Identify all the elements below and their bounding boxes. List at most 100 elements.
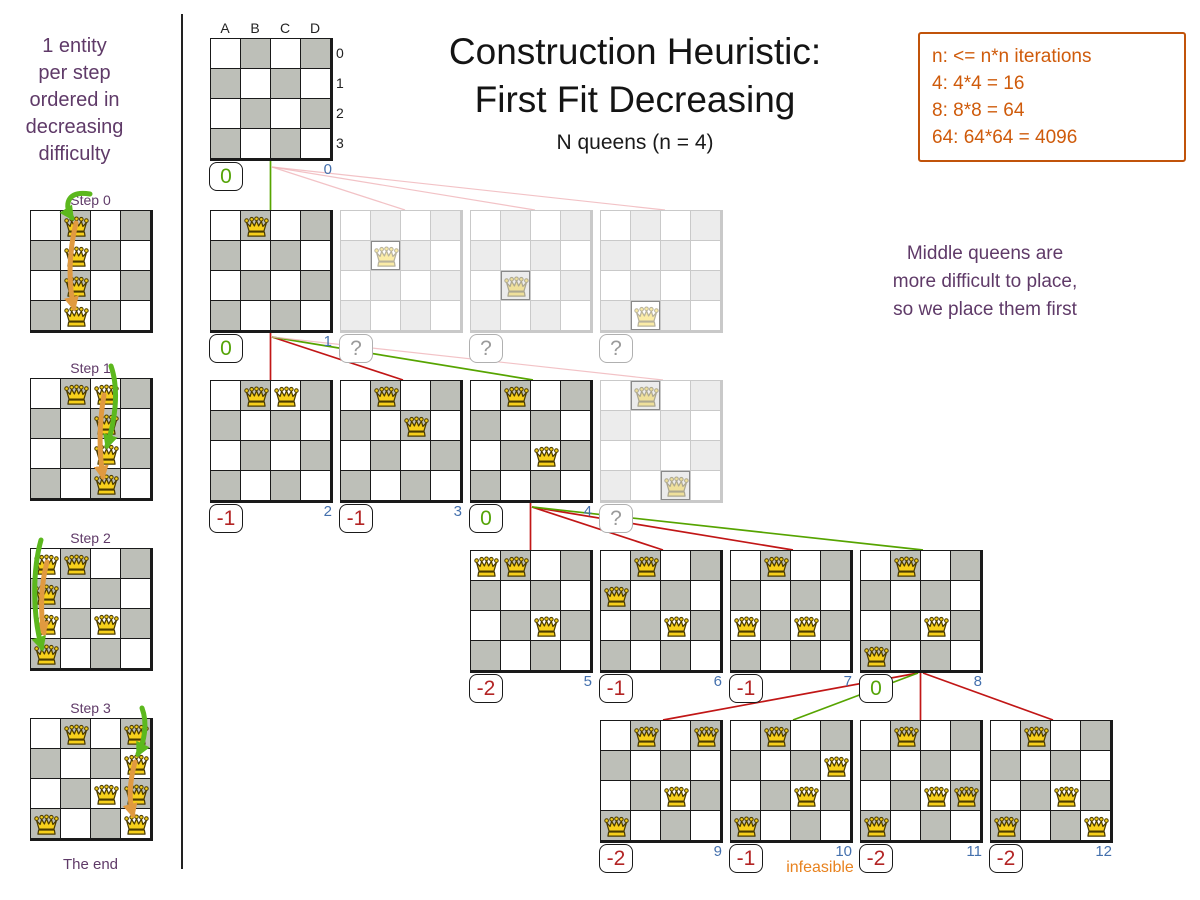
- board-cell: [731, 551, 760, 580]
- board-cell: [601, 751, 630, 780]
- board-cell: [891, 581, 920, 610]
- chess-board: ?: [599, 380, 723, 533]
- iteration-number: 1: [323, 333, 332, 350]
- queen-icon: [633, 305, 660, 329]
- board-cell: [301, 99, 330, 128]
- board-cell: [241, 471, 270, 500]
- board-cell: [691, 611, 720, 640]
- board-cell: [471, 441, 500, 470]
- note-line: more difficult to place,: [892, 271, 1078, 292]
- queen-icon: [533, 615, 560, 639]
- board-cell: [211, 69, 240, 98]
- step-label: Step 1: [70, 360, 111, 376]
- note-line: 8: 8*8 = 64: [932, 100, 1025, 121]
- board-cell: [211, 99, 240, 128]
- chess-board: -1 2: [209, 380, 333, 533]
- board-cell: [401, 381, 430, 410]
- row-label: 0: [336, 45, 344, 61]
- board-cell: [561, 441, 590, 470]
- board-cell: [431, 271, 460, 300]
- score-badge: 0: [859, 674, 893, 703]
- board-cell: [821, 781, 850, 810]
- board-cell: [601, 411, 630, 440]
- board-cells: [731, 551, 852, 672]
- intro-line: 1 entity: [42, 35, 107, 57]
- score-badge: -2: [599, 844, 633, 873]
- board-cell: [31, 469, 60, 498]
- board-cell: [471, 381, 500, 410]
- board-cells: [601, 721, 722, 842]
- board-cell: [341, 301, 370, 330]
- board-cell: [631, 441, 660, 470]
- board-cell: [371, 211, 400, 240]
- board-cell: [61, 639, 90, 668]
- board-cell: [1081, 781, 1110, 810]
- board-cell: [531, 641, 560, 670]
- board-cell: [631, 211, 660, 240]
- iterations-note-box: n: <= n*n iterations 4: 4*4 = 16 8: 8*8 …: [918, 32, 1186, 162]
- board-cell: [431, 471, 460, 500]
- board-cell: [891, 611, 920, 640]
- queen-icon: [633, 385, 660, 409]
- chess-board: ?: [599, 210, 723, 363]
- board-cells: [991, 721, 1112, 842]
- board-cell: [241, 99, 270, 128]
- queen-icon: [823, 755, 850, 779]
- board-cell: [471, 641, 500, 670]
- board-cell: [761, 781, 790, 810]
- board-cell: [601, 241, 630, 270]
- board-cell: [531, 211, 560, 240]
- queen-icon: [93, 783, 120, 807]
- iteration-number: 8: [973, 673, 982, 690]
- chess-board: [30, 210, 153, 333]
- board-cell: [761, 751, 790, 780]
- board-cell: [431, 241, 460, 270]
- note-line: Middle queens are: [906, 243, 1064, 264]
- board-cell: [31, 719, 60, 748]
- board-cell: [271, 99, 300, 128]
- board-cell: [501, 471, 530, 500]
- chess-board: ?: [339, 210, 463, 363]
- board-cell: [891, 641, 920, 670]
- board-cell: [661, 241, 690, 270]
- board-cell: [301, 241, 330, 270]
- board-cell: [341, 271, 370, 300]
- board-cell: [341, 381, 370, 410]
- chess-board: -1 10 infeasible: [729, 720, 854, 876]
- board-cell: [241, 129, 270, 158]
- intro-line: difficulty: [38, 143, 111, 165]
- board-cell: [31, 379, 60, 408]
- board-cell: [271, 211, 300, 240]
- board-cell: [91, 579, 120, 608]
- board-cell: [431, 301, 460, 330]
- board-cell: [661, 641, 690, 670]
- queen-icon: [1083, 815, 1110, 839]
- board-cell: [31, 211, 60, 240]
- queen-icon: [243, 385, 270, 409]
- board-cell: [241, 411, 270, 440]
- intro-line: ordered in: [29, 89, 120, 111]
- board-cell: [1051, 751, 1080, 780]
- board-cell: [631, 811, 660, 840]
- board-cell: [691, 271, 720, 300]
- board-cells: [731, 721, 852, 842]
- board-cell: [301, 211, 330, 240]
- iteration-number: 12: [1095, 843, 1112, 860]
- board-cell: [121, 639, 150, 668]
- queen-icon: [953, 785, 980, 809]
- board-cell: [211, 129, 240, 158]
- board-cell: [471, 211, 500, 240]
- board-cell: [661, 751, 690, 780]
- board-cell: [821, 811, 850, 840]
- board-cell: [631, 271, 660, 300]
- board-cell: [121, 469, 150, 498]
- board-cell: [921, 551, 950, 580]
- board-cell: [371, 271, 400, 300]
- board-cell: [271, 241, 300, 270]
- board-cells: [601, 381, 722, 502]
- board-cell: [401, 271, 430, 300]
- board-cell: [91, 719, 120, 748]
- board-cell: [691, 381, 720, 410]
- board-cell: [631, 581, 660, 610]
